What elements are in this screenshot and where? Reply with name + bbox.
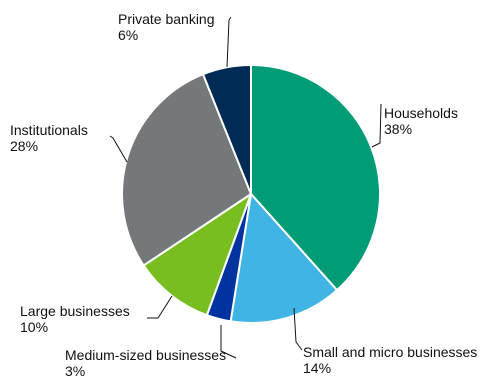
slice-label-institutionals: Institutionals 28%	[10, 122, 88, 154]
pie-slice-private-banking	[202, 64, 252, 195]
leader-line-private-banking	[226, 16, 232, 68]
slice-label-name: Small and micro businesses	[303, 344, 477, 360]
slice-label-households: Households 38%	[384, 105, 458, 137]
slice-label-name: Private banking	[118, 11, 215, 27]
slice-label-small-and-micro-businesses: Small and micro businesses 14%	[303, 344, 477, 376]
pie-slice-large-businesses	[142, 193, 252, 317]
slice-label-value: 14%	[303, 360, 331, 376]
slice-label-value: 28%	[10, 138, 38, 154]
slice-label-name: Medium-sized businesses	[65, 347, 226, 363]
leader-line-large-businesses	[147, 295, 173, 319]
leader-line-medium-sized-businesses	[220, 325, 237, 359]
leader-line-institutionals	[109, 135, 128, 163]
pie-slice-small-and-micro-businesses	[229, 193, 339, 324]
slice-label-name: Households	[384, 105, 458, 121]
slice-label-value: 10%	[20, 319, 48, 335]
slice-label-medium-sized-businesses: Medium-sized businesses 3%	[65, 347, 226, 377]
slice-label-name: Large businesses	[20, 303, 130, 319]
leader-line-households	[371, 103, 382, 148]
slice-label-value: 38%	[384, 121, 412, 137]
slice-label-value: 6%	[118, 27, 138, 43]
pie-slice-institutionals	[121, 73, 252, 267]
slice-label-private-banking: Private banking 6%	[118, 11, 215, 43]
slice-label-large-businesses: Large businesses 10%	[20, 303, 130, 335]
slice-label-name: Institutionals	[10, 122, 88, 138]
leader-line-small-and-micro-businesses	[293, 307, 303, 351]
slice-label-value: 3%	[65, 363, 85, 377]
pie-slice-households	[250, 64, 381, 292]
